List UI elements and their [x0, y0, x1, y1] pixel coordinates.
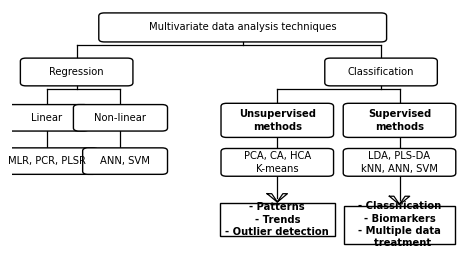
- Text: Unsupervised
methods: Unsupervised methods: [239, 109, 316, 132]
- Text: PCA, CA, HCA
K-means: PCA, CA, HCA K-means: [244, 151, 311, 174]
- Text: Regression: Regression: [49, 67, 104, 77]
- FancyBboxPatch shape: [344, 206, 455, 244]
- Text: MLR, PCR, PLSR: MLR, PCR, PLSR: [8, 156, 86, 166]
- FancyBboxPatch shape: [4, 104, 89, 131]
- FancyBboxPatch shape: [99, 13, 387, 42]
- FancyBboxPatch shape: [221, 148, 334, 176]
- FancyBboxPatch shape: [221, 103, 334, 137]
- FancyBboxPatch shape: [219, 203, 335, 236]
- FancyBboxPatch shape: [325, 58, 438, 86]
- FancyBboxPatch shape: [0, 148, 98, 174]
- FancyBboxPatch shape: [343, 103, 456, 137]
- Text: Non-linear: Non-linear: [94, 113, 146, 123]
- Text: ANN, SVM: ANN, SVM: [100, 156, 150, 166]
- Text: Multivariate data analysis techniques: Multivariate data analysis techniques: [149, 23, 337, 33]
- FancyBboxPatch shape: [82, 148, 167, 174]
- Text: - Classification
- Biomarkers
- Multiple data
  treatment: - Classification - Biomarkers - Multiple…: [358, 201, 441, 248]
- Polygon shape: [267, 194, 287, 202]
- Text: Linear: Linear: [31, 113, 62, 123]
- FancyBboxPatch shape: [343, 148, 456, 176]
- FancyBboxPatch shape: [20, 58, 133, 86]
- Text: Classification: Classification: [348, 67, 414, 77]
- Text: - Patterns
- Trends
- Outlier detection: - Patterns - Trends - Outlier detection: [226, 202, 329, 237]
- Polygon shape: [389, 196, 410, 205]
- Text: LDA, PLS-DA
kNN, ANN, SVM: LDA, PLS-DA kNN, ANN, SVM: [361, 151, 438, 174]
- FancyBboxPatch shape: [73, 104, 167, 131]
- Text: Supervised
methods: Supervised methods: [368, 109, 431, 132]
